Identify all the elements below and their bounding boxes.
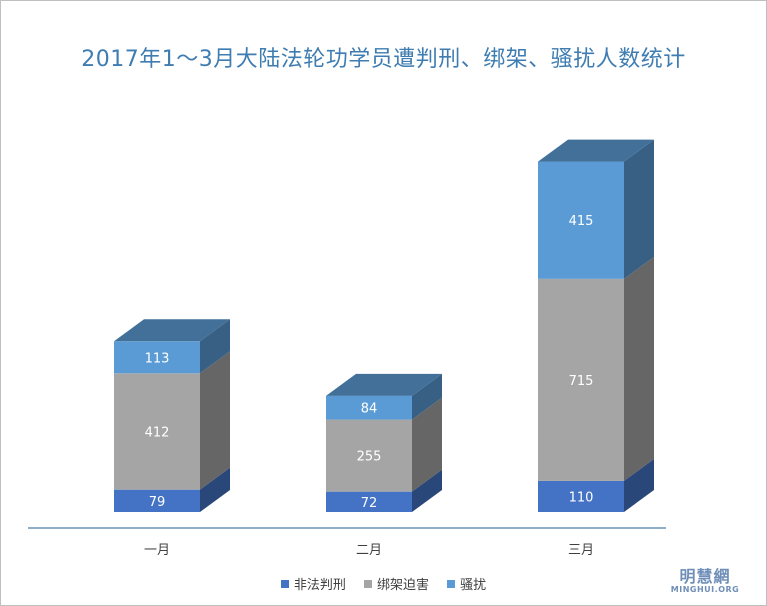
legend: 非法判刑 绑架迫害 骚扰: [1, 574, 766, 593]
data-label-harassed-3: 415: [569, 214, 594, 229]
category-label-2: 二月: [356, 543, 382, 558]
legend-item-abducted: 绑架迫害: [363, 574, 429, 593]
legend-label-harassed: 骚扰: [460, 578, 487, 593]
bar-harassed-3: [538, 161, 624, 279]
legend-item-harassed: 骚扰: [447, 574, 486, 593]
bar-harassed-1: [114, 341, 200, 374]
data-label-harassed-1: 113: [145, 351, 170, 366]
bar-top-harassed-1: [114, 319, 230, 342]
legend-label-sentenced: 非法判刑: [293, 578, 346, 593]
data-label-harassed-2: 84: [361, 402, 378, 417]
bar-side-harassed-2: [412, 373, 442, 420]
legend-swatch-sentenced: [280, 579, 289, 588]
bar-sentenced-1: [114, 489, 200, 512]
bar-side-harassed-1: [200, 319, 230, 374]
legend-swatch-harassed: [447, 579, 456, 588]
chart-title: 2017年1～3月大陆法轮功学员遭判刑、绑架、骚扰人数统计: [81, 47, 686, 72]
legend-label-abducted: 绑架迫害: [376, 578, 429, 593]
data-label-abducted-1: 412: [145, 425, 170, 440]
bar-side-harassed-3: [624, 139, 654, 279]
data-label-abducted-2: 255: [357, 450, 382, 465]
category-label-1: 一月: [144, 543, 170, 558]
data-label-sentenced-2: 72: [361, 496, 378, 511]
bar-top-harassed-3: [538, 139, 654, 162]
watermark-english: MINGHUI.ORG: [670, 585, 740, 594]
bar-side-abducted-3: [624, 256, 654, 481]
category-label-3: 三月: [568, 543, 594, 558]
bar-top-harassed-2: [326, 373, 442, 396]
legend-item-sentenced: 非法判刑: [280, 574, 346, 593]
minghui-watermark: 明慧網 MINGHUI.ORG: [665, 563, 745, 594]
bar-side-sentenced-3: [624, 458, 654, 512]
data-label-sentenced-1: 79: [149, 495, 166, 510]
bar-abducted-2: [326, 419, 412, 492]
bar-side-sentenced-1: [200, 467, 230, 512]
bar-sentenced-3: [538, 480, 624, 512]
data-label-abducted-3: 715: [569, 374, 594, 389]
bar-harassed-2: [326, 395, 412, 420]
data-label-sentenced-3: 110: [569, 490, 594, 505]
bar-abducted-3: [538, 278, 624, 481]
legend-swatch-abducted: [363, 579, 372, 588]
bar-side-sentenced-2: [412, 469, 442, 512]
bar-abducted-1: [114, 373, 200, 490]
watermark-chinese: 明慧網: [679, 567, 731, 586]
bar-side-abducted-1: [200, 351, 230, 490]
bar-side-abducted-2: [412, 397, 442, 492]
bar-sentenced-2: [326, 491, 412, 512]
